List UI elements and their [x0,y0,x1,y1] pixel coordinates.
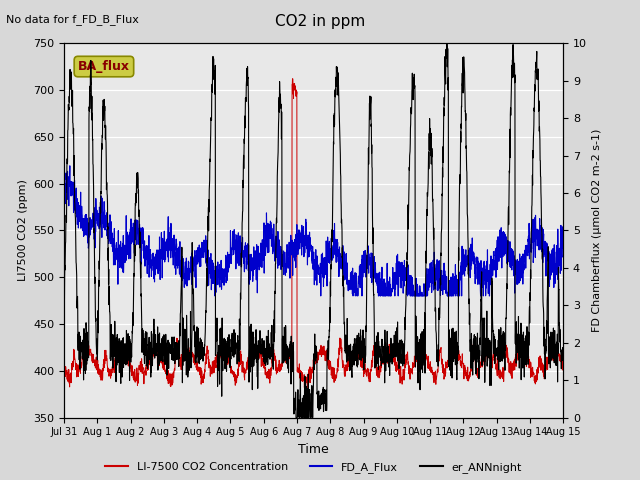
X-axis label: Time: Time [298,443,329,456]
Legend: LI-7500 CO2 Concentration, FD_A_Flux, er_ANNnight: LI-7500 CO2 Concentration, FD_A_Flux, er… [101,458,526,478]
Text: BA_flux: BA_flux [78,60,130,73]
Text: No data for f_FD_B_Flux: No data for f_FD_B_Flux [6,14,140,25]
Text: CO2 in ppm: CO2 in ppm [275,14,365,29]
Y-axis label: LI7500 CO2 (ppm): LI7500 CO2 (ppm) [17,180,28,281]
Y-axis label: FD Chamberflux (μmol CO2 m-2 s-1): FD Chamberflux (μmol CO2 m-2 s-1) [593,129,602,332]
